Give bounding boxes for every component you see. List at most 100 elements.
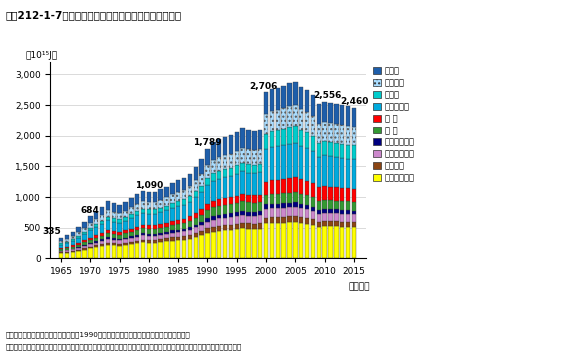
Bar [164, 206, 168, 210]
Bar [328, 226, 333, 258]
Bar [264, 134, 268, 149]
Bar [246, 130, 251, 149]
Bar [223, 198, 227, 205]
Bar [287, 106, 291, 127]
Bar [105, 245, 110, 258]
Bar [135, 227, 139, 230]
Bar [200, 235, 204, 258]
Bar [94, 247, 98, 258]
Bar [117, 219, 122, 223]
Bar [211, 232, 215, 258]
Bar [70, 239, 75, 241]
Bar [123, 230, 128, 233]
Bar [293, 207, 298, 216]
Bar [311, 116, 315, 136]
Bar [264, 205, 268, 209]
Bar [205, 165, 210, 178]
Bar [281, 145, 286, 179]
Bar [158, 235, 163, 239]
Bar [229, 213, 233, 217]
Bar [293, 202, 298, 207]
Bar [129, 207, 133, 215]
Bar [112, 222, 116, 231]
Bar [328, 221, 333, 226]
Bar [170, 194, 175, 203]
Bar [105, 242, 110, 245]
Bar [100, 244, 104, 246]
Bar [135, 204, 139, 211]
Bar [193, 191, 198, 197]
Bar [352, 227, 356, 258]
Bar [264, 195, 268, 205]
Bar [287, 84, 291, 106]
Bar [352, 215, 356, 222]
Bar [123, 245, 128, 258]
Bar [153, 202, 157, 210]
Bar [346, 188, 350, 201]
Bar [176, 181, 180, 192]
Bar [287, 144, 291, 178]
Text: 684: 684 [81, 206, 100, 215]
Bar [281, 204, 286, 208]
Bar [200, 231, 204, 235]
Bar [188, 174, 192, 187]
Bar [176, 219, 180, 224]
Bar [105, 201, 110, 210]
Bar [246, 216, 251, 223]
Bar [299, 209, 303, 217]
Bar [281, 179, 286, 194]
Bar [188, 187, 192, 196]
Bar [211, 207, 215, 216]
Bar [252, 173, 256, 195]
Bar [270, 131, 274, 147]
Text: 2,460: 2,460 [340, 97, 368, 106]
Bar [240, 201, 245, 211]
Bar [117, 205, 122, 213]
Bar [264, 149, 268, 182]
Bar [246, 212, 251, 216]
Bar [305, 181, 309, 195]
Bar [334, 124, 338, 143]
Bar [311, 207, 315, 211]
Bar [88, 230, 92, 238]
Bar [235, 196, 239, 203]
Bar [346, 201, 350, 210]
Bar [276, 130, 280, 146]
Bar [246, 202, 251, 212]
Bar [176, 232, 180, 237]
Bar [352, 211, 356, 215]
X-axis label: （年度）: （年度） [349, 282, 370, 291]
Bar [200, 209, 204, 215]
Bar [276, 110, 280, 130]
Bar [200, 174, 204, 185]
Bar [193, 213, 198, 218]
Bar [182, 218, 186, 223]
Bar [100, 215, 104, 221]
Bar [77, 251, 81, 258]
Bar [205, 178, 210, 185]
Bar [205, 185, 210, 204]
Bar [82, 246, 87, 248]
Bar [211, 201, 215, 207]
Bar [182, 205, 186, 218]
Text: 2,706: 2,706 [249, 82, 277, 91]
Bar [229, 135, 233, 154]
Bar [77, 232, 81, 236]
Bar [346, 222, 350, 227]
Bar [328, 123, 333, 142]
Bar [112, 212, 116, 218]
Bar [258, 164, 263, 172]
Bar [82, 228, 87, 232]
Bar [123, 238, 128, 239]
Bar [200, 225, 204, 231]
Bar [299, 87, 303, 109]
Bar [323, 213, 327, 221]
Bar [240, 211, 245, 215]
Bar [305, 195, 309, 205]
Bar [235, 216, 239, 224]
Bar [153, 236, 157, 240]
Bar [246, 164, 251, 173]
Bar [94, 243, 98, 245]
Bar [258, 149, 263, 164]
Bar [323, 155, 327, 186]
